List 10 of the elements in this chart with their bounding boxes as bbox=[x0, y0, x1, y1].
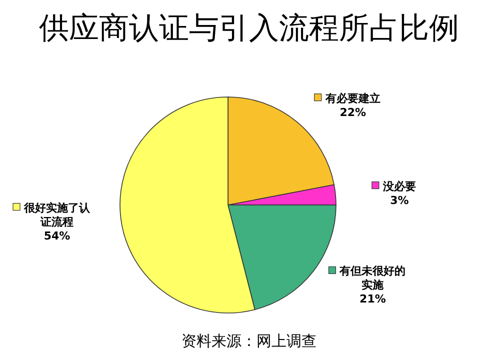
legend-label: 有但未很好的实施 bbox=[338, 264, 406, 292]
chart-title: 供应商认证与引入流程所占比例 bbox=[39, 11, 459, 46]
text: 资料来源：网上调查 bbox=[182, 332, 316, 350]
data-label: 3% bbox=[390, 194, 409, 207]
data-label: 54% bbox=[44, 229, 70, 242]
legend-label: 有必要建立 bbox=[324, 92, 380, 105]
legend-label: 很好实施了认证流程 bbox=[23, 201, 92, 228]
data-label: 21% bbox=[360, 292, 386, 306]
legend-label: 没必要 bbox=[382, 180, 416, 193]
data-label: 22% bbox=[340, 106, 366, 119]
